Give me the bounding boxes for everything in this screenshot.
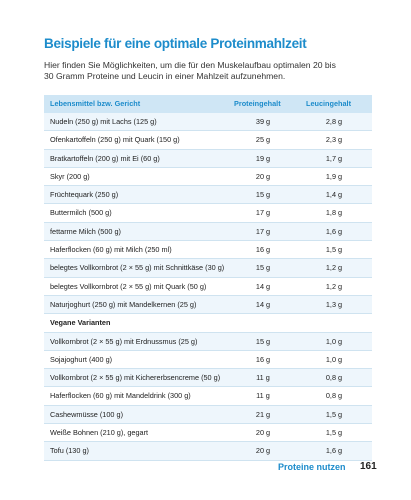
table-cell: Vollkornbrot (2 × 55 g) mit Erdnussmus (…	[50, 336, 198, 346]
table-cell: Sojajoghurt (400 g)	[50, 354, 113, 364]
table-cell: 2,3 g	[325, 135, 343, 145]
table-row: Früchtequark (250 g) 15 g 1,4 g	[44, 186, 372, 205]
table-row: Skyr (200 g) 20 g 1,9 g	[44, 168, 372, 187]
table-cell: 1,7 g	[325, 153, 343, 163]
table-cell: 1,6 g	[325, 226, 343, 236]
header-cell: Lebensmittel bzw. Gericht	[50, 99, 141, 108]
table-row: Ofenkartoffeln (250 g) mit Quark (150 g)…	[44, 131, 372, 150]
table-cell: 20 g	[255, 171, 271, 181]
group-label: Vegane Varianten	[50, 318, 111, 328]
table-cell: 16 g	[255, 245, 271, 255]
table-row: Bratkartoffeln (200 g) mit Ei (60 g) 19 g…	[44, 149, 372, 168]
table-cell: belegtes Vollkornbrot (2 × 55 g) mit Qua…	[50, 281, 207, 291]
table: Lebensmittel bzw. Gericht Proteingehalt Le…	[44, 95, 372, 461]
table-cell: 1,9 g	[325, 171, 343, 181]
table-cell: 17 g	[255, 208, 271, 218]
intro-line: 30 Gramm Proteine und Leucin in einer Ma…	[44, 71, 286, 81]
table-row: Vollkornbrot (2 × 55 g) mit Erdnussmus (…	[44, 332, 372, 351]
table-row: Vollkornbrot (2 × 55 g) mit Kichererbsen…	[44, 369, 372, 388]
table-cell: 11 g	[256, 373, 270, 383]
table-cell: 0,8 g	[325, 373, 343, 383]
table-cell: Skyr (200 g)	[50, 171, 90, 181]
table-cell: Haferflocken (60 g) mit Milch (250 ml)	[50, 245, 172, 255]
table-cell: 21 g	[255, 409, 271, 419]
table-cell: 39 g	[255, 117, 271, 126]
group-row: Vegane Varianten	[44, 314, 372, 333]
table-cell: Weiße Bohnen (210 g), gegart	[50, 428, 149, 438]
table-cell: 1,8 g	[325, 208, 343, 218]
table-cell: 20 g	[255, 446, 271, 456]
title: Beispiele für eine optimale Proteinmahlz…	[44, 36, 307, 51]
table-row: Buttermilch (500 g) 17 g 1,8 g	[44, 204, 372, 223]
header-cell: Proteingehalt	[234, 99, 281, 108]
table-row: Haferflocken (60 g) mit Mandeldrink (300…	[44, 387, 372, 406]
section-name: Proteine nutzen	[278, 462, 346, 472]
table-row: Naturjoghurt (250 g) mit Mandelkernen (2…	[44, 295, 372, 315]
page-number: 161	[360, 461, 377, 472]
table-cell: 1,2 g	[325, 263, 343, 273]
table-cell: 15 g	[255, 263, 271, 273]
table-cell: Früchtequark (250 g)	[50, 190, 119, 200]
table-cell: 11 g	[256, 391, 270, 401]
table-cell: 1,6 g	[325, 446, 343, 456]
table-cell: Buttermilch (500 g)	[50, 208, 112, 218]
table-row: Haferflocken (60 g) mit Milch (250 ml) 16…	[44, 241, 372, 260]
table-row: fettarme Milch (500 g) 17 g 1,6 g	[44, 222, 372, 242]
table-cell: 14 g	[255, 281, 271, 291]
table-cell: Haferflocken (60 g) mit Mandeldrink (300…	[50, 391, 191, 401]
table-cell: 16 g	[255, 354, 271, 364]
table-row: Sojajoghurt (400 g) 16 g 1,0 g	[44, 351, 372, 370]
table-cell: Cashewmüsse (100 g)	[50, 409, 124, 419]
table-row: Cashewmüsse (100 g) 21 g 1,5 g	[44, 405, 372, 425]
table-cell: 1,2 g	[325, 281, 343, 291]
table-cell: fettarme Milch (500 g)	[50, 226, 121, 236]
table-cell: 1,4 g	[325, 190, 343, 200]
table-cell: 19 g	[255, 153, 271, 163]
table-cell: 15 g	[255, 336, 271, 346]
table-cell: 20 g	[255, 428, 271, 438]
table-cell: Nudeln (250 g) mit Lachs (125 g)	[50, 117, 157, 126]
table-cell: 17 g	[255, 226, 271, 236]
header-cell: Leucingehalt	[306, 99, 352, 108]
table-cell: 15 g	[255, 190, 271, 200]
table-cell: Vollkornbrot (2 × 55 g) mit Kichererbsen…	[50, 373, 221, 383]
table-cell: 2,8 g	[325, 117, 343, 126]
table-row: Nudeln (250 g) mit Lachs (125 g) 39 g 2,8 …	[44, 113, 372, 132]
table-cell: 0,8 g	[325, 391, 343, 401]
table-cell: 25 g	[255, 135, 271, 145]
table-cell: Bratkartoffeln (200 g) mit Ei (60 g)	[50, 153, 160, 163]
table-cell: 1,0 g	[325, 336, 343, 346]
table-cell: 1,5 g	[325, 428, 343, 438]
intro-line: Hier finden Sie Möglichkeiten, um die fü…	[44, 60, 336, 70]
table-cell: Tofu (130 g)	[50, 446, 89, 456]
table-cell: belegtes Vollkornbrot (2 × 55 g) mit Sch…	[50, 263, 225, 273]
table-cell: 14 g	[255, 299, 271, 309]
table-cell: Ofenkartoffeln (250 g) mit Quark (150 g)	[50, 135, 180, 145]
table-cell: 1,3 g	[325, 299, 343, 309]
table-cell: 1,5 g	[325, 409, 343, 419]
table-cell: Naturjoghurt (250 g) mit Mandelkernen (2…	[50, 299, 197, 309]
table-row: Weiße Bohnen (210 g), gegart 20 g 1,5 g	[44, 424, 372, 443]
header-row: Lebensmittel bzw. Gericht Proteingehalt Le…	[44, 95, 372, 113]
table-cell: 1,5 g	[325, 245, 343, 255]
table-cell: 1,0 g	[325, 354, 343, 364]
table-row: belegtes Vollkornbrot (2 × 55 g) mit Qua…	[44, 278, 372, 296]
table-row: belegtes Vollkornbrot (2 × 55 g) mit Sch…	[44, 259, 372, 278]
table-row: Tofu (130 g) 20 g 1,6 g	[44, 442, 372, 461]
